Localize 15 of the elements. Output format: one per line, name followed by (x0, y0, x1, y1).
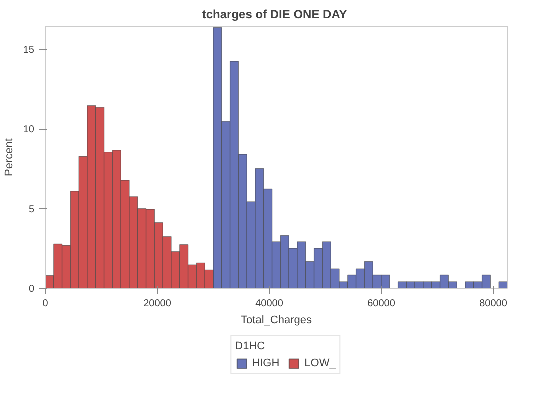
legend-title: D1HC (235, 340, 266, 352)
x-tick-label: 80000 (480, 298, 508, 310)
legend-label: HIGH (252, 358, 280, 370)
y-tick-label: 10 (23, 124, 35, 136)
x-tick-label: 0 (42, 298, 49, 310)
x-tick-label: 40000 (256, 298, 284, 310)
y-axis-title: Percent (3, 138, 16, 176)
chart-title: tcharges of DIE ONE DAY (202, 8, 348, 22)
x-tick-label: 20000 (144, 298, 172, 310)
y-tick-label: 15 (23, 45, 35, 56)
legend-label: LOW_ (304, 358, 336, 370)
x-axis-title: Total_Charges (241, 314, 312, 326)
y-tick-label: 5 (28, 204, 35, 216)
x-tick-label: 60000 (368, 298, 396, 310)
y-tick-label: 0 (28, 284, 35, 295)
